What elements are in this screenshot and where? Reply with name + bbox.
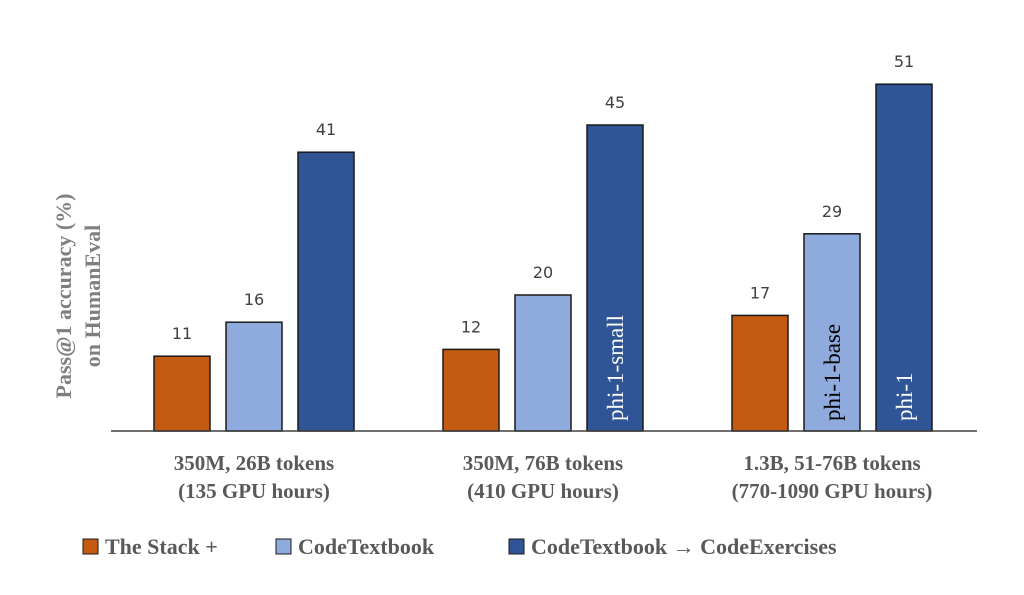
bar-3-2	[586, 124, 644, 432]
bar-2-3	[803, 233, 861, 432]
bar-3-3	[875, 83, 933, 432]
bar-inner-label-3-3: phi-1	[892, 372, 917, 421]
bar-1-1	[153, 355, 211, 432]
data-label-2-3: 29	[822, 202, 842, 221]
x-tick-label-1-line-1: 350M, 26B tokens	[174, 451, 334, 475]
data-label-2-2: 20	[533, 263, 553, 282]
y-axis-label-line2: on HumanEval	[80, 225, 105, 367]
data-label-1-1: 11	[172, 324, 192, 343]
x-tick-label-2-line-1: 350M, 76B tokens	[463, 451, 623, 475]
bar-inner-label-2-3: phi-1-base	[820, 324, 845, 421]
bar-1-2	[442, 348, 500, 432]
legend-label-2: CodeTextbook	[298, 534, 435, 559]
data-label-3-1: 41	[316, 120, 336, 139]
bar-2-1	[225, 321, 283, 432]
legend-swatch-2	[275, 538, 292, 555]
data-label-3-2: 45	[605, 93, 625, 112]
x-tick-label-3-line-2: (770-1090 GPU hours)	[732, 479, 933, 503]
legend-label-3: CodeTextbook → CodeExercises	[531, 534, 837, 559]
legend-swatch-1	[82, 538, 99, 555]
x-tick-label-2-line-2: (410 GPU hours)	[467, 479, 619, 503]
x-tick-label-3-line-1: 1.3B, 51-76B tokens	[743, 451, 920, 475]
legend: The Stack + CodeTextbook CodeTextbook → Co…	[82, 534, 837, 559]
data-label-1-3: 17	[750, 283, 770, 302]
y-axis-label: Pass@1 accuracy (%)	[51, 194, 76, 399]
data-label-1-2: 12	[461, 317, 481, 336]
legend-label-1: The Stack +	[105, 534, 218, 559]
bars-group: 11 12 17 16 20 29 phi-1-base 41 45 phi-1-small 51 p…	[153, 52, 933, 432]
x-tick-label-1-line-2: (135 GPU hours)	[178, 479, 330, 503]
bar-inner-label-3-2: phi-1-small	[603, 315, 628, 421]
bar-3-1	[297, 151, 355, 432]
legend-swatch-3	[508, 538, 525, 555]
data-label-2-1: 16	[244, 290, 264, 309]
x-tick-labels: 350M, 26B tokens (135 GPU hours) 350M, 76B…	[174, 451, 933, 503]
bar-1-3	[731, 314, 789, 432]
bar-2-2	[514, 294, 572, 432]
data-label-3-3: 51	[894, 52, 914, 71]
